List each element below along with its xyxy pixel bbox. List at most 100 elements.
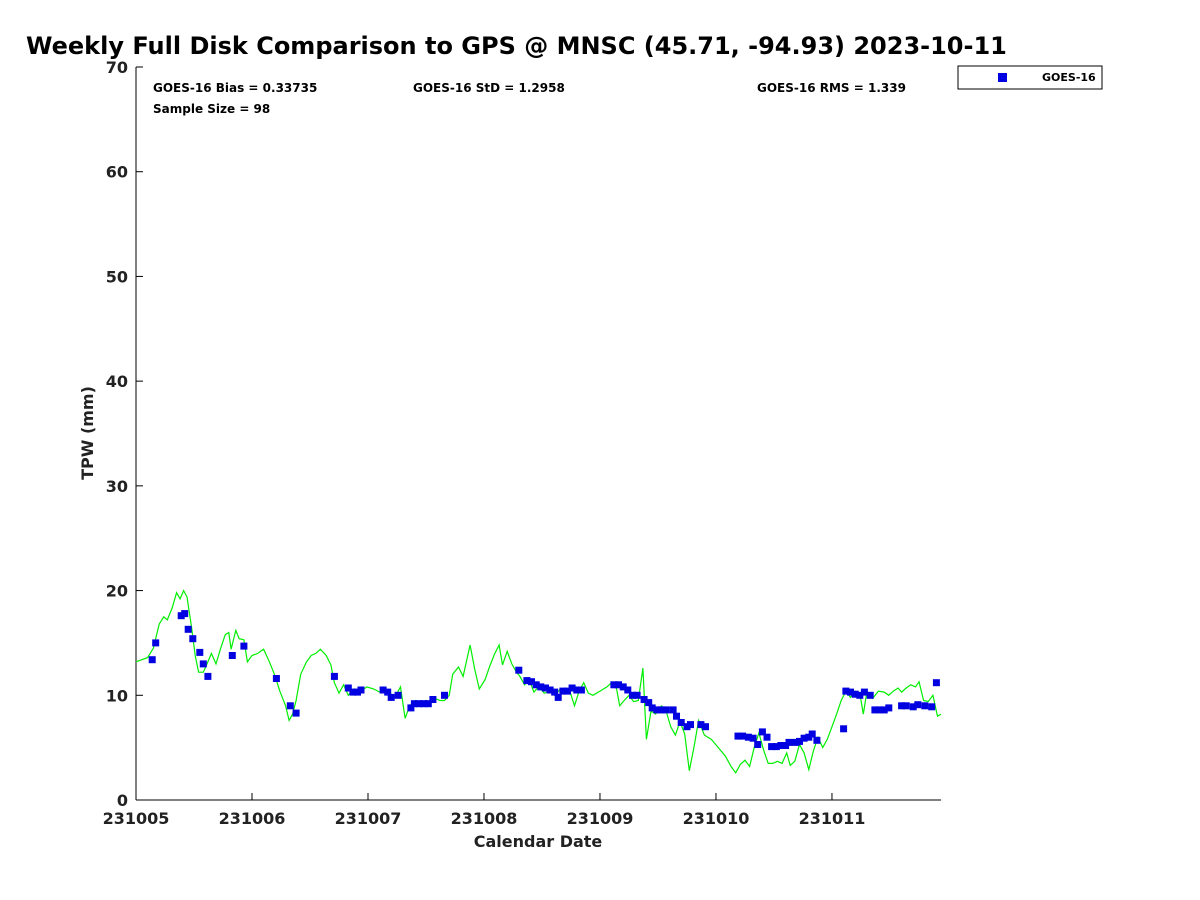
goes16-point-series — [148, 610, 940, 751]
data-point — [349, 688, 357, 696]
data-point — [885, 704, 893, 712]
x-tick-label: 231006 — [219, 809, 286, 828]
x-tick-label: 231007 — [335, 809, 402, 828]
data-point — [429, 696, 437, 703]
data-point — [648, 704, 656, 712]
data-point — [645, 699, 653, 707]
data-point — [768, 743, 776, 751]
plot-area: 0 10 20 30 40 50 60 70 231005 231006 231007 231008… — [103, 58, 942, 828]
legend-box — [957, 65, 1103, 90]
x-tick-label: 231009 — [567, 809, 634, 828]
data-point — [204, 672, 212, 680]
data-point — [840, 725, 848, 733]
data-point — [842, 687, 850, 695]
data-point — [687, 721, 694, 729]
y-tick-label: 30 — [106, 477, 128, 496]
data-point — [394, 691, 402, 699]
data-point — [415, 700, 423, 708]
data-point — [876, 706, 883, 714]
y-tick-label: 50 — [106, 267, 128, 286]
data-point — [379, 686, 387, 694]
y-axis-label: TPW (mm) — [78, 386, 97, 480]
legend: GOES-16 — [957, 65, 1103, 90]
x-axis-label: Calendar Date — [474, 832, 603, 851]
stat-std: GOES-16 StD = 1.2958 — [413, 81, 565, 95]
data-point — [292, 709, 300, 717]
data-point — [662, 706, 670, 714]
data-point — [577, 686, 585, 694]
data-point — [559, 687, 567, 695]
data-point — [420, 700, 428, 708]
data-point — [546, 686, 554, 694]
data-point — [573, 686, 581, 694]
data-point — [658, 706, 665, 714]
data-point — [633, 691, 641, 699]
y-tick-label: 60 — [106, 163, 128, 182]
x-tick-label: 231010 — [683, 809, 750, 828]
data-point — [871, 706, 879, 714]
data-point — [196, 648, 204, 656]
data-point — [697, 721, 705, 729]
data-point — [272, 675, 280, 682]
data-point — [286, 702, 294, 710]
data-point — [441, 691, 448, 699]
data-point — [914, 701, 922, 709]
data-point — [407, 704, 415, 712]
stat-rms: GOES-16 RMS = 1.339 — [757, 81, 906, 95]
data-point — [677, 719, 685, 726]
y-ticks: 0 10 20 30 40 50 60 70 — [106, 58, 143, 810]
data-point — [629, 691, 636, 699]
x-ticks: 231005 231006 231007 231008 231009 231010 2310… — [103, 793, 865, 828]
data-point — [744, 733, 752, 741]
data-point — [640, 696, 648, 703]
data-point — [152, 639, 160, 647]
data-point — [357, 686, 365, 694]
data-point — [615, 681, 622, 689]
data-point — [673, 712, 680, 720]
y-tick-label: 0 — [117, 791, 128, 810]
data-point — [866, 691, 874, 699]
data-point — [902, 702, 910, 710]
data-point — [785, 738, 793, 746]
data-point — [384, 688, 392, 696]
data-point — [551, 688, 559, 696]
data-point — [800, 734, 808, 742]
data-point — [856, 691, 864, 699]
data-point — [532, 681, 540, 689]
data-point — [240, 642, 248, 650]
data-point — [932, 679, 940, 687]
data-point — [739, 732, 747, 740]
data-point — [619, 683, 627, 691]
data-point — [813, 736, 821, 744]
data-point — [772, 743, 780, 751]
legend-label: GOES-16 — [1042, 71, 1096, 84]
data-point — [749, 734, 757, 742]
x-tick-label: 231005 — [103, 809, 170, 828]
data-point — [184, 625, 192, 633]
data-point — [880, 706, 888, 714]
data-point — [851, 690, 859, 698]
data-point — [528, 678, 535, 686]
data-point — [909, 703, 917, 711]
y-tick-label: 20 — [106, 582, 128, 601]
stat-sample-size: Sample Size = 98 — [153, 102, 270, 116]
y-tick-label: 40 — [106, 372, 128, 391]
data-point — [410, 700, 418, 708]
data-point — [669, 706, 677, 714]
data-point — [653, 706, 661, 714]
data-point — [898, 702, 906, 710]
data-point — [610, 681, 618, 689]
data-point — [330, 672, 338, 680]
chart-title: Weekly Full Disk Comparison to GPS @ MNS… — [26, 32, 1007, 60]
stat-bias: GOES-16 Bias = 0.33735 — [153, 81, 317, 95]
data-point — [796, 737, 803, 745]
data-point — [515, 666, 523, 674]
data-point — [860, 688, 868, 696]
data-point — [928, 703, 936, 711]
data-point — [624, 686, 632, 694]
data-point — [523, 677, 531, 685]
x-tick-label: 231008 — [451, 809, 518, 828]
legend-swatch-square — [998, 73, 1007, 82]
data-point — [424, 700, 432, 708]
data-point — [808, 730, 816, 738]
